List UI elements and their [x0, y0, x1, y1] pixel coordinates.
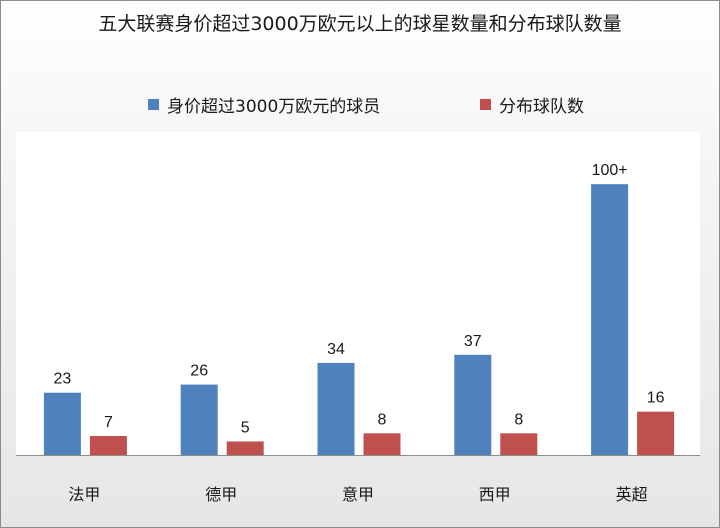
bar-teams-1 — [226, 441, 264, 455]
bar-players-1 — [180, 384, 218, 455]
data-label-players-3: 37 — [464, 333, 482, 350]
data-label-teams-1: 5 — [241, 419, 250, 436]
legend-item-teams: 分布球队数 — [480, 91, 584, 117]
plot-area — [16, 132, 700, 455]
data-label-players-1: 26 — [190, 363, 208, 380]
legend: 身价超过3000万欧元的球员 分布球队数 — [0, 91, 720, 117]
legend-item-players: 身价超过3000万欧元的球员 — [148, 91, 380, 117]
data-label-teams-4: 16 — [647, 390, 665, 407]
bar-teams-2 — [363, 433, 401, 455]
data-label-teams-3: 8 — [514, 411, 523, 428]
x-tick-label-4: 英超 — [616, 485, 648, 504]
bar-players-0 — [43, 392, 81, 455]
bar-players-3 — [454, 354, 492, 455]
chart-title: 五大联赛身价超过3000万欧元以上的球星数量和分布球队数量 — [98, 13, 622, 35]
bar-players-2 — [317, 362, 355, 455]
x-tick-label-2: 意甲 — [342, 485, 374, 504]
x-tick-label-1: 德甲 — [205, 485, 237, 504]
x-tick-label-3: 西甲 — [479, 485, 511, 504]
legend-label-teams: 分布球队数 — [499, 96, 584, 117]
x-tick-label-0: 法甲 — [68, 485, 100, 504]
data-label-teams-0: 7 — [104, 414, 113, 431]
data-label-players-4: 100+ — [592, 162, 628, 179]
legend-label-players: 身价超过3000万欧元的球员 — [167, 96, 381, 117]
bar-teams-3 — [500, 433, 538, 455]
bar-teams-0 — [89, 436, 127, 455]
data-label-players-2: 34 — [327, 341, 345, 358]
bar-players-4 — [591, 184, 629, 455]
data-label-players-0: 23 — [54, 371, 72, 388]
legend-swatch-teams — [480, 98, 491, 110]
data-label-teams-2: 8 — [378, 411, 387, 428]
legend-swatch-players — [148, 98, 159, 110]
bar-teams-4 — [637, 411, 675, 455]
